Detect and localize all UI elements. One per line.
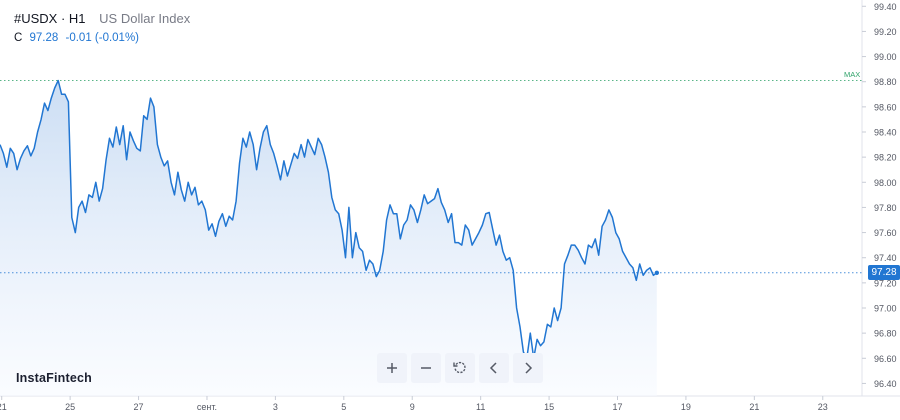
x-tick-label: 3	[273, 402, 278, 412]
series-area	[0, 80, 657, 396]
y-tick-label: 97.00	[874, 304, 897, 314]
x-tick-label: 5	[341, 402, 346, 412]
chart-toolbar	[377, 353, 543, 383]
plus-icon	[387, 363, 397, 373]
y-tick-label: 99.00	[874, 52, 897, 62]
x-tick-label: 21	[749, 402, 759, 412]
y-tick-label: 99.20	[874, 27, 897, 37]
chart-header: #USDX · H1 US Dollar Index	[14, 11, 190, 26]
scroll-left-button[interactable]	[479, 353, 509, 383]
zoom-out-button[interactable]	[411, 353, 441, 383]
series-line	[0, 79, 658, 360]
y-tick-label: 98.80	[874, 77, 897, 87]
close-value: 97.28	[29, 32, 59, 44]
x-tick-label: сент.	[197, 402, 217, 412]
zoom-in-button[interactable]	[377, 353, 407, 383]
x-tick-label: 9	[410, 402, 415, 412]
ohlc-legend: C 97.28 -0.01 (-0.01%)	[14, 32, 139, 44]
max-marker-label: MAX	[844, 70, 861, 80]
x-tick-label: 27	[134, 402, 144, 412]
last-price-dot	[654, 270, 660, 275]
y-tick-label: 98.40	[874, 128, 897, 138]
y-tick-label: 97.60	[874, 228, 897, 238]
x-tick-label: 25	[65, 402, 75, 412]
y-tick-label: 97.40	[874, 253, 897, 263]
scroll-right-button[interactable]	[513, 353, 543, 383]
y-tick-label: 97.80	[874, 203, 897, 213]
y-tick-label: 97.20	[874, 278, 897, 288]
y-tick-label: 96.40	[874, 379, 897, 389]
x-tick-label: 23	[818, 402, 828, 412]
close-change: -0.01 (-0.01%)	[65, 32, 140, 44]
y-tick-label: 96.80	[874, 329, 897, 339]
chevron-left-icon	[489, 362, 497, 374]
x-tick-label: 21	[0, 402, 7, 412]
y-tick-label: 99.40	[874, 2, 897, 12]
brand-logo: InstaFintech	[16, 371, 93, 385]
x-tick-label: 15	[544, 402, 554, 412]
close-label: C	[14, 32, 23, 44]
y-tick-label: 98.20	[874, 153, 897, 163]
chevron-right-icon	[525, 362, 533, 374]
reset-button[interactable]	[445, 353, 475, 383]
reset-icon	[453, 361, 466, 374]
x-tick-label: 19	[681, 402, 691, 412]
x-tick-label: 11	[476, 402, 485, 412]
instrument-description: US Dollar Index	[99, 11, 191, 26]
x-tick-label: 17	[612, 402, 622, 412]
y-tick-label: 98.00	[874, 178, 897, 188]
last-price-tag: 97.28	[868, 265, 900, 281]
y-tick-label: 98.60	[874, 102, 897, 112]
y-tick-label: 96.60	[874, 354, 897, 364]
symbol-label: #USDX · H1	[14, 11, 86, 26]
minus-icon	[421, 367, 431, 369]
